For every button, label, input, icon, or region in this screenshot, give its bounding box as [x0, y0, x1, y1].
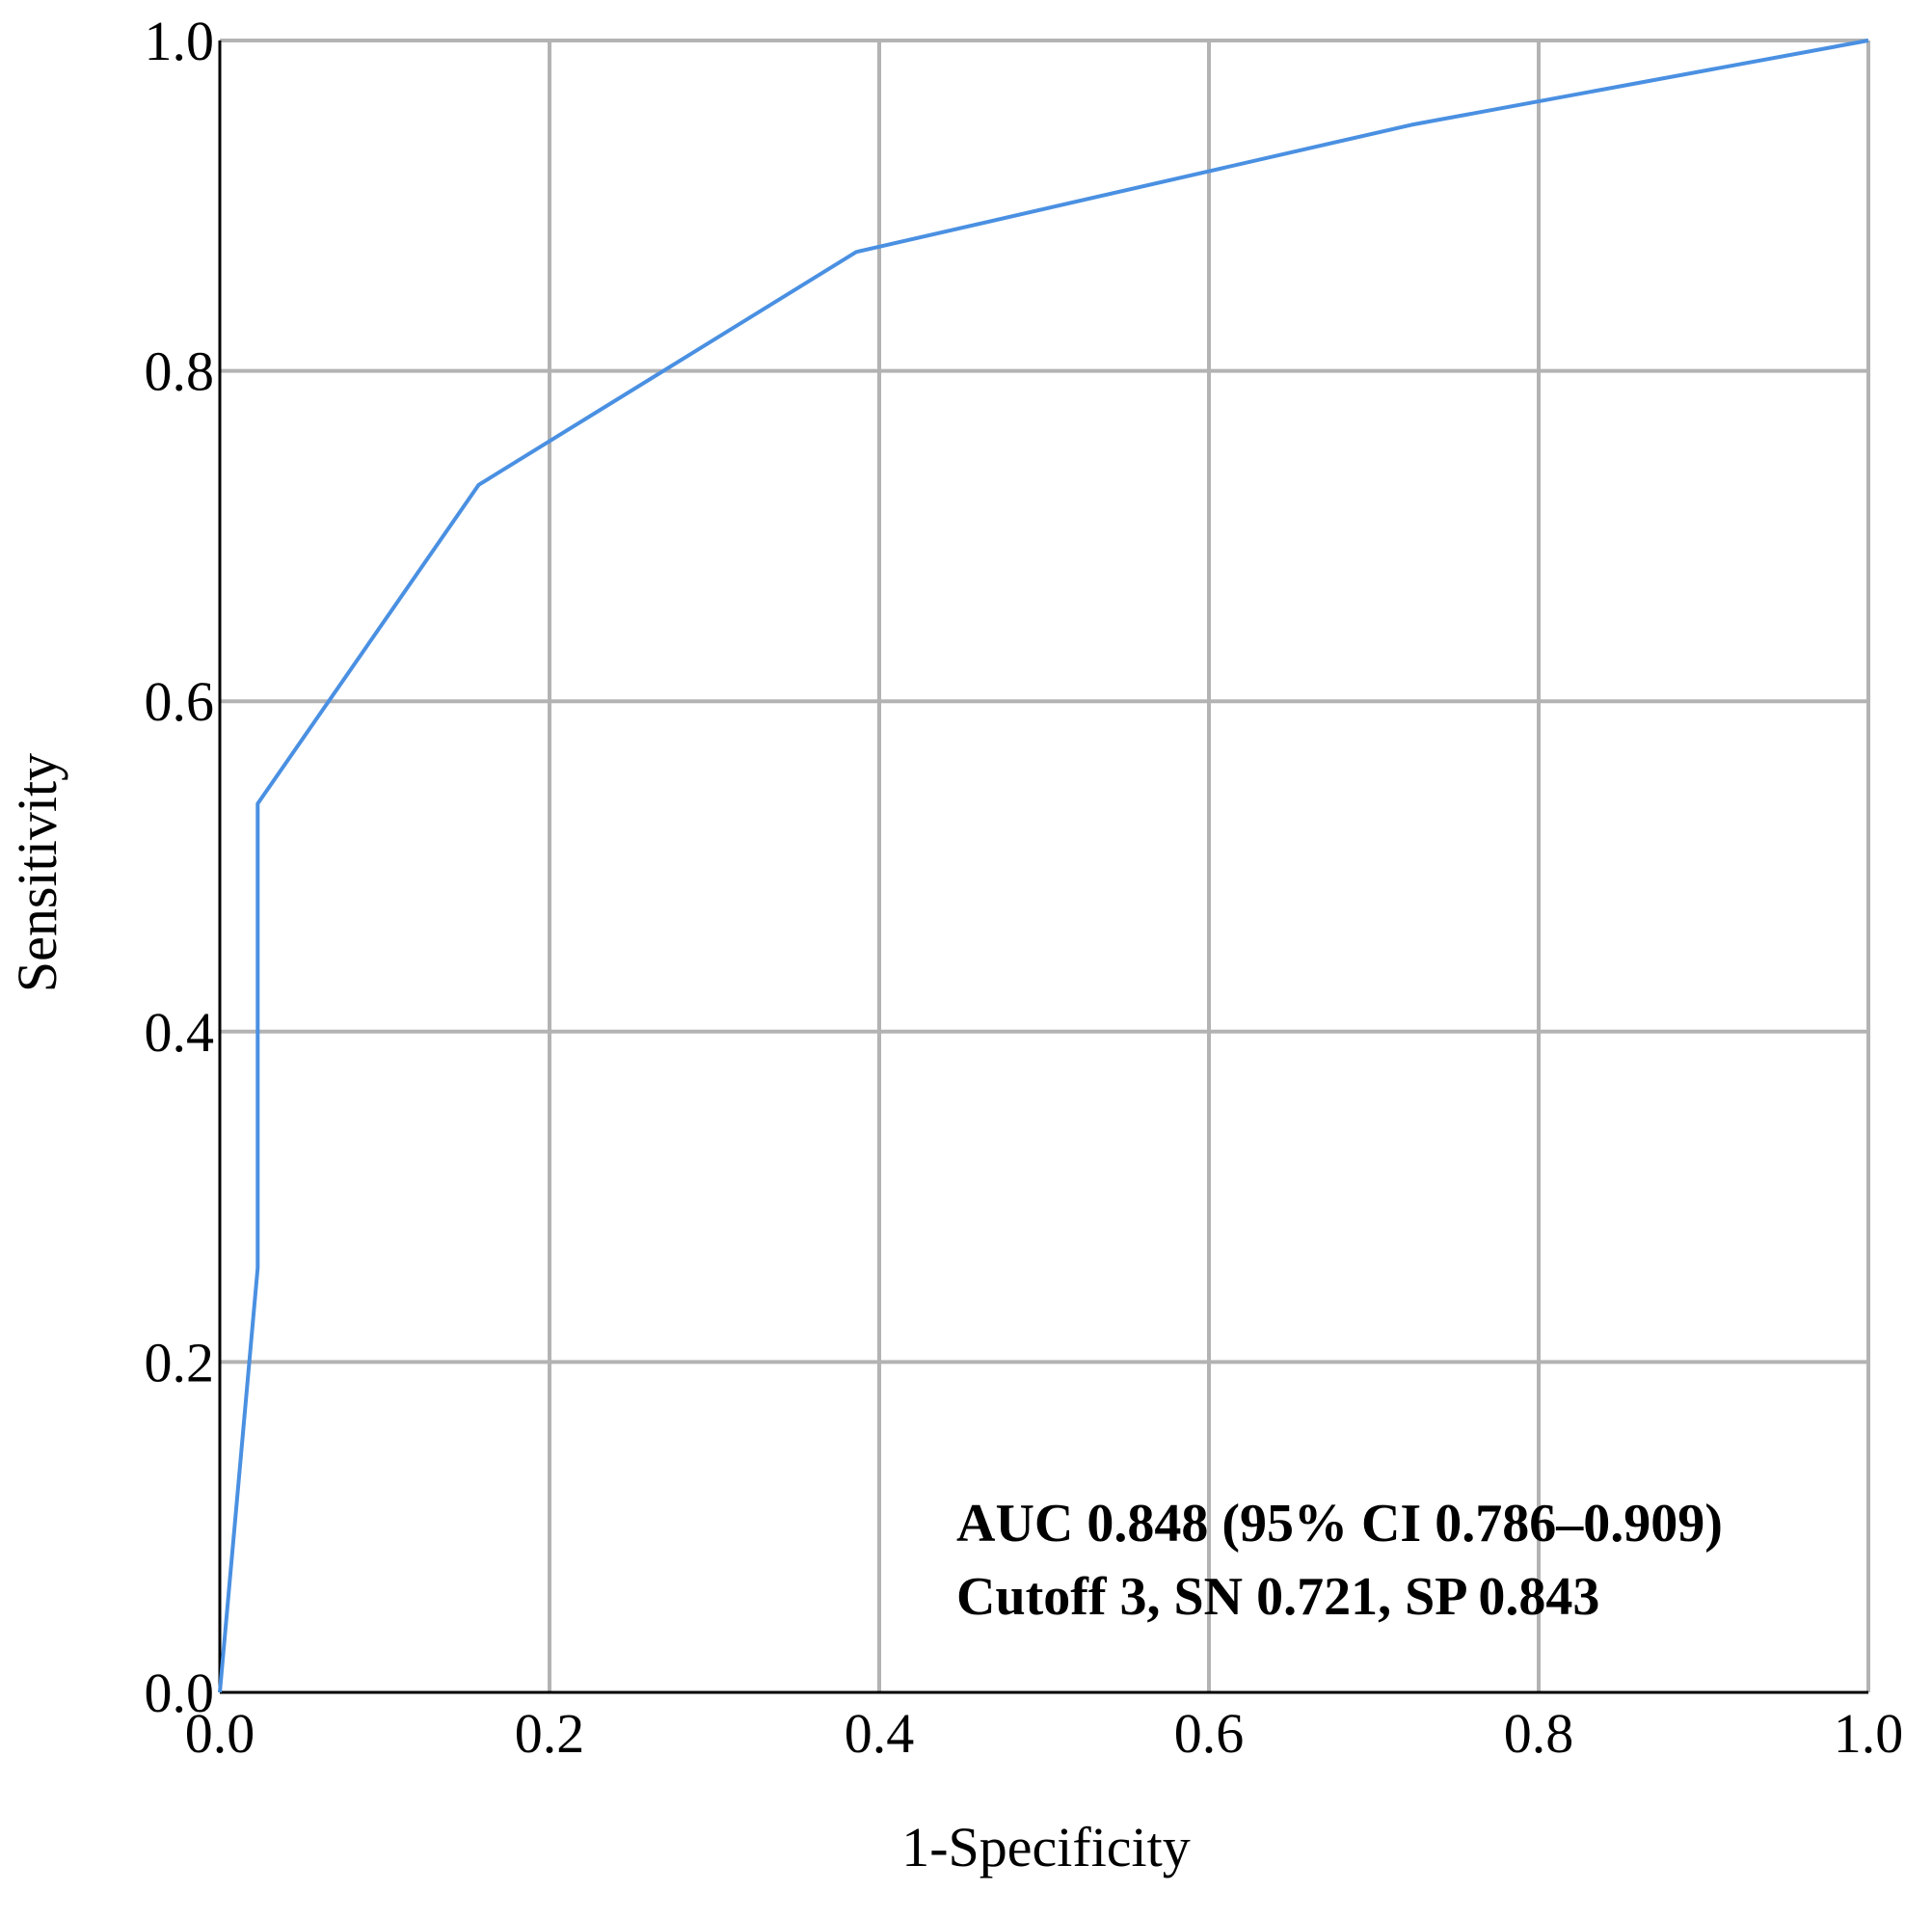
y-tick-label: 0.0 [145, 1662, 215, 1724]
y-tick-label: 0.4 [145, 1001, 215, 1064]
y-tick-label: 1.0 [145, 10, 215, 72]
x-tick-label: 0.8 [1504, 1702, 1574, 1765]
y-axis-title: Sensitivity [6, 753, 68, 992]
axes [218, 41, 1868, 1694]
y-tick-label: 0.2 [145, 1331, 215, 1393]
annotation-auc: AUC 0.848 (95% CI 0.786–0.909) [956, 1494, 1723, 1554]
y-tick-label: 0.6 [145, 670, 215, 733]
series [218, 39, 1869, 1693]
grid-lines [220, 39, 1870, 1692]
x-tick-label: 0.2 [515, 1702, 585, 1765]
y-tick-labels: 0.0 0.2 0.4 0.6 0.8 1.0 [145, 10, 215, 1724]
x-tick-label: 0.4 [845, 1702, 915, 1765]
x-tick-label: 1.0 [1834, 1702, 1904, 1765]
x-tick-label: 0.0 [185, 1702, 255, 1765]
roc-curve-line [218, 39, 1869, 1693]
annotation-cutoff: Cutoff 3, SN 0.721, SP 0.843 [956, 1567, 1599, 1627]
x-tick-labels: 0.0 0.2 0.4 0.6 0.8 1.0 [185, 1702, 1904, 1765]
y-tick-label: 0.8 [145, 340, 215, 403]
x-axis-title: 1-Specificity [901, 1816, 1191, 1878]
x-tick-label: 0.6 [1174, 1702, 1245, 1765]
